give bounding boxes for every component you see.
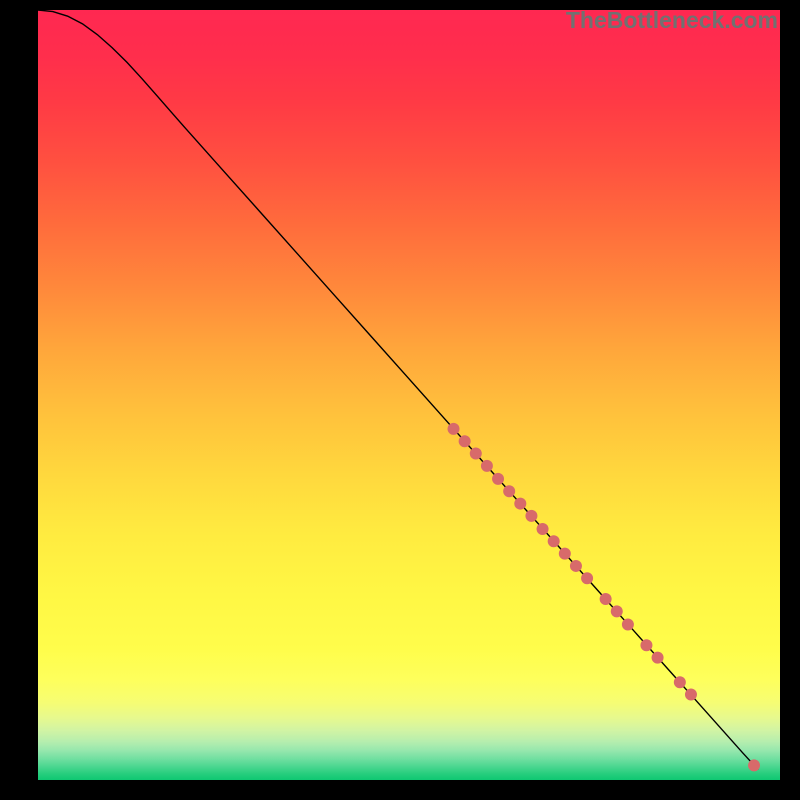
chart-overlay (38, 10, 780, 780)
marker-point (570, 560, 582, 572)
stage: TheBottleneck.com (0, 0, 800, 800)
marker-point (503, 485, 515, 497)
marker-point (537, 523, 549, 535)
marker-point (470, 448, 482, 460)
marker-point (559, 548, 571, 560)
marker-point (514, 498, 526, 510)
marker-point (525, 510, 537, 522)
marker-point (600, 593, 612, 605)
marker-point (674, 676, 686, 688)
marker-point (652, 652, 664, 664)
marker-point (448, 423, 460, 435)
marker-point (685, 689, 697, 701)
marker-point (481, 460, 493, 472)
marker-point (548, 535, 560, 547)
marker-point (640, 639, 652, 651)
marker-point (748, 759, 760, 771)
watermark-text: TheBottleneck.com (566, 7, 778, 34)
marker-point (459, 435, 471, 447)
marker-point (492, 473, 504, 485)
plot-area (38, 10, 780, 780)
marker-point (622, 618, 634, 630)
curve-line (38, 10, 758, 769)
marker-point (611, 605, 623, 617)
marker-point (581, 572, 593, 584)
